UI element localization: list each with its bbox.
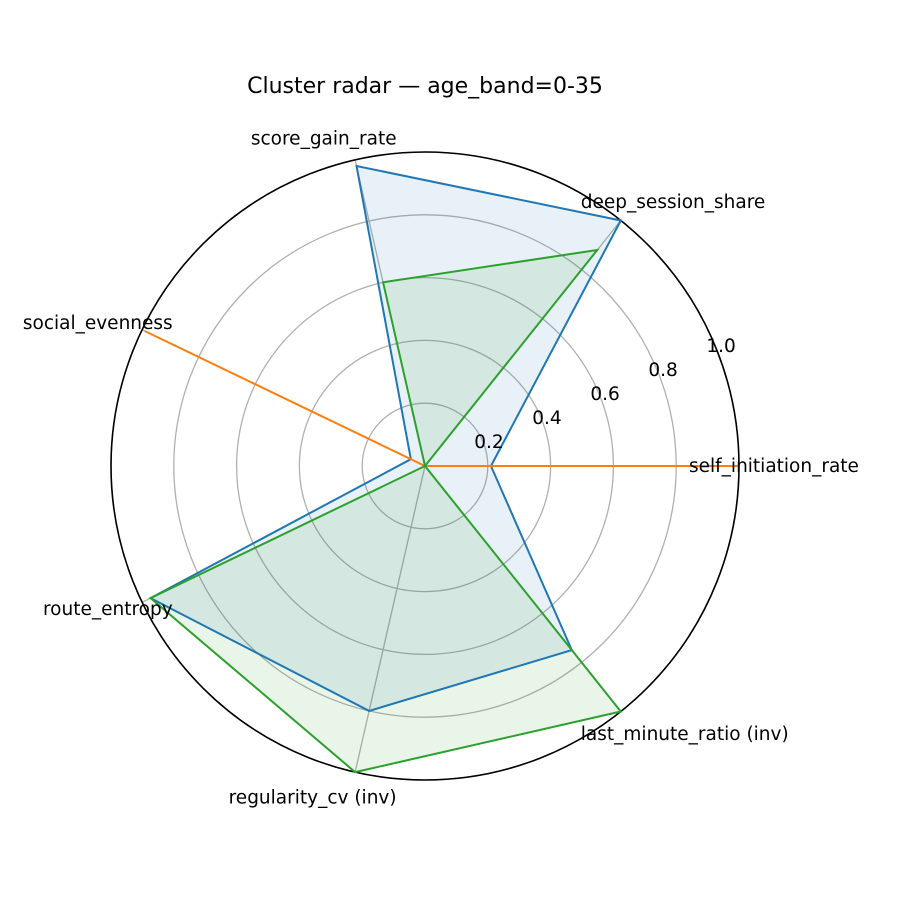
- series-1-line: [148, 164, 623, 712]
- series-2-line: [144, 330, 739, 467]
- radial-ticks: 0.2 0.4 0.6 0.8 1.0: [474, 336, 736, 453]
- axis-label: social_evenness: [23, 313, 173, 334]
- axis-spoke: [354, 465, 426, 773]
- axis-label: self_initiation_rate: [689, 456, 859, 477]
- radial-tick-label: 1.0: [706, 336, 735, 357]
- series-1-fill: [150, 166, 621, 711]
- axis-label: route_entropy: [43, 599, 173, 620]
- radial-tick-label: 0.2: [474, 432, 503, 453]
- chart-title: Cluster radar — age_band=0-35: [247, 74, 603, 99]
- axis-label: regularity_cv (inv): [229, 788, 397, 809]
- series-layer: [144, 164, 740, 774]
- series-3-line: [148, 248, 623, 774]
- axis-label: last_minute_ratio (inv): [581, 724, 789, 745]
- radial-tick-label: 0.8: [648, 360, 677, 381]
- radial-tick-label: 0.6: [590, 384, 619, 405]
- series-3-fill: [150, 249, 621, 773]
- axis-labels: self_initiation_rate deep_session_share sc…: [23, 128, 859, 808]
- radial-tick-label: 0.4: [532, 408, 561, 429]
- axis-label: score_gain_rate: [251, 128, 397, 149]
- axis-label: deep_session_share: [581, 192, 766, 213]
